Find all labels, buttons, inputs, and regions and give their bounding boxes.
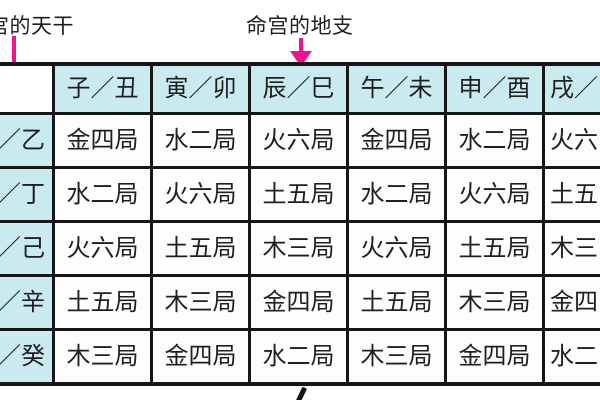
table-cell: 木三局 [153, 277, 248, 328]
table-cell: 水二局 [153, 115, 248, 166]
table-cell: 木三局 [55, 331, 150, 382]
table-cell: 水二局 [55, 169, 150, 220]
table-cell: 土五局 [447, 223, 542, 274]
corner-cell [0, 66, 52, 112]
table-cell: 金四局 [447, 331, 542, 382]
table-cell: 金四局 [153, 331, 248, 382]
table-cell: 金四局 [251, 277, 346, 328]
column-header: 寅／卯 [153, 66, 248, 112]
arrow-shaft [299, 38, 303, 52]
table-cell: 土五局 [251, 169, 346, 220]
table-cell: 水二局 [349, 169, 444, 220]
row-header: ／丁 [0, 169, 52, 220]
table-cell: 火六局 [251, 115, 346, 166]
table-cell: 火六局 [153, 169, 248, 220]
column-header: 申／酉 [447, 66, 542, 112]
row-header: ／乙 [0, 115, 52, 166]
table-cell: 土五 [545, 169, 600, 220]
table-cell: 木三局 [349, 331, 444, 382]
table-cell: 土五局 [349, 277, 444, 328]
table-cell: 火六局 [55, 223, 150, 274]
table-cell: 木三局 [251, 223, 346, 274]
table-cell: 金四局 [349, 115, 444, 166]
table-cell: 金四局 [55, 115, 150, 166]
table-cell: 水二局 [251, 331, 346, 382]
column-header: 子／丑 [55, 66, 150, 112]
table-cell: 水二局 [447, 115, 542, 166]
table-cell: 木三局 [447, 277, 542, 328]
table-cell: 水二 [545, 331, 600, 382]
row-header: ／辛 [0, 277, 52, 328]
row-header: ／己 [0, 223, 52, 274]
column-header: 辰／巳 [251, 66, 346, 112]
table-cell: 火六局 [447, 169, 542, 220]
ming-gong-tiangan-label: 宫的天干 [0, 14, 74, 38]
table-cell: 火六局 [349, 223, 444, 274]
table-cell: 土五局 [55, 277, 150, 328]
column-header: 戌／ [545, 66, 600, 112]
column-header: 午／未 [349, 66, 444, 112]
partial-glyph-mark [295, 386, 308, 400]
table-cell: 火六 [545, 115, 600, 166]
wuxing-ju-table: 子／丑 寅／卯 辰／巳 午／未 申／酉 戌／ ／乙 金四局 水二局 火六局 金四… [0, 62, 600, 386]
row-header: ／癸 [0, 331, 52, 382]
table-cell: 土五局 [153, 223, 248, 274]
table-cell: 金四 [545, 277, 600, 328]
ming-gong-dizhi-label: 命宫的地支 [246, 14, 354, 38]
table-cell: 木三 [545, 223, 600, 274]
